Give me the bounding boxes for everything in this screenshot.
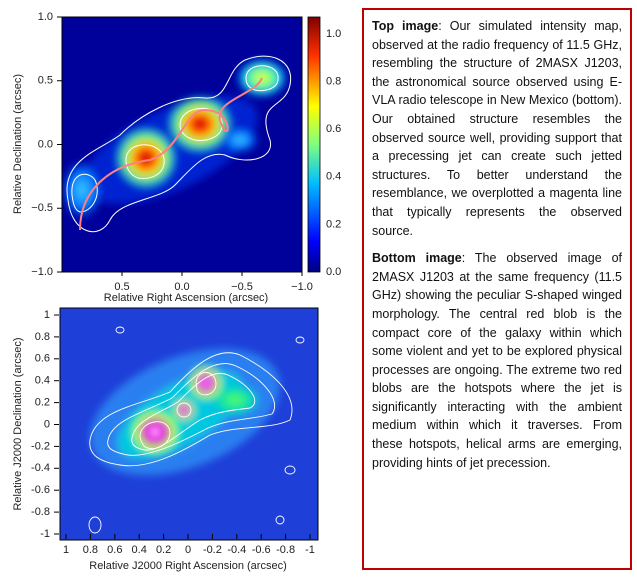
y-tick-label: -0.2 (31, 440, 50, 452)
x-tick-label: 0.4 (132, 544, 147, 556)
caption-text: : Our simulated intensity map, observed … (372, 19, 622, 238)
y-tick-label: -0.8 (31, 506, 50, 518)
y-tick-label: 1 (44, 309, 50, 321)
caption-lead: Bottom image (372, 251, 462, 266)
x-tick-label: -0.8 (276, 544, 295, 556)
y-axis-label: Relative J2000 Declination (arcsec) (12, 337, 24, 510)
bottom-frame (59, 307, 319, 541)
y-tick-label: -0.6 (31, 484, 50, 496)
simulated-map (62, 17, 302, 272)
x-tick-label: 0.2 (156, 544, 171, 556)
y-tick-label: −1.0 (31, 266, 53, 278)
y-tick-label: 0.8 (35, 331, 50, 343)
y-tick-label: 0.6 (35, 353, 50, 365)
x-tick-label: 0.6 (107, 544, 122, 556)
y-tick-label: 0.5 (38, 75, 53, 87)
y-tick-label: 0.2 (35, 397, 50, 409)
figures: Relative Right Ascension (arcsec) Relati… (12, 11, 341, 572)
y-tick-label: 0 (44, 418, 50, 430)
colorbar-tick-label: 0.6 (326, 123, 341, 135)
y-tick-label: 1.0 (38, 11, 53, 23)
caption-lead: Top image (372, 19, 439, 33)
y-tick-label: -0.4 (31, 462, 50, 474)
y-tick-label: −0.5 (31, 202, 53, 214)
x-tick-label: −1.0 (291, 281, 313, 293)
top-axis-labels: Relative Right Ascension (arcsec) Relati… (12, 74, 268, 304)
y-axis-label: Relative Declination (arcsec) (12, 74, 24, 214)
colorbar-tick-label: 0.4 (326, 171, 341, 183)
y-tick-label: -1 (40, 528, 50, 540)
colorbar-tick-label: 0.8 (326, 76, 341, 88)
colorbar-tick-label: 1.0 (326, 28, 341, 40)
caption-text: : The observed image of 2MASX J1203 at t… (372, 251, 622, 470)
x-tick-label: -1 (305, 544, 315, 556)
colorbar-tick-label: 0.0 (326, 266, 341, 278)
y-tick-label: 0.0 (38, 138, 53, 150)
x-axis-label: Relative J2000 Right Ascension (arcsec) (89, 560, 286, 572)
y-tick-label: 0.4 (35, 375, 50, 387)
x-tick-label: -0.2 (203, 544, 222, 556)
x-tick-label: 0.0 (174, 281, 189, 293)
x-tick-label: 0.8 (83, 544, 98, 556)
caption-paragraph: Top image: Our simulated intensity map, … (372, 17, 622, 240)
x-tick-label: -0.6 (252, 544, 271, 556)
colorbar (307, 16, 321, 273)
colorbar-tick-label: 0.2 (326, 218, 341, 230)
x-axis-label: Relative Right Ascension (arcsec) (104, 292, 268, 304)
observed-map (60, 308, 318, 540)
x-tick-label: 1 (63, 544, 69, 556)
x-tick-label: 0 (185, 544, 191, 556)
x-tick-label: -0.4 (227, 544, 246, 556)
x-tick-label: 0.5 (114, 281, 129, 293)
caption-paragraph: Bottom image: The observed image of 2MAS… (372, 249, 622, 472)
caption-box: Top image: Our simulated intensity map, … (362, 8, 632, 570)
x-tick-label: −0.5 (231, 281, 253, 293)
